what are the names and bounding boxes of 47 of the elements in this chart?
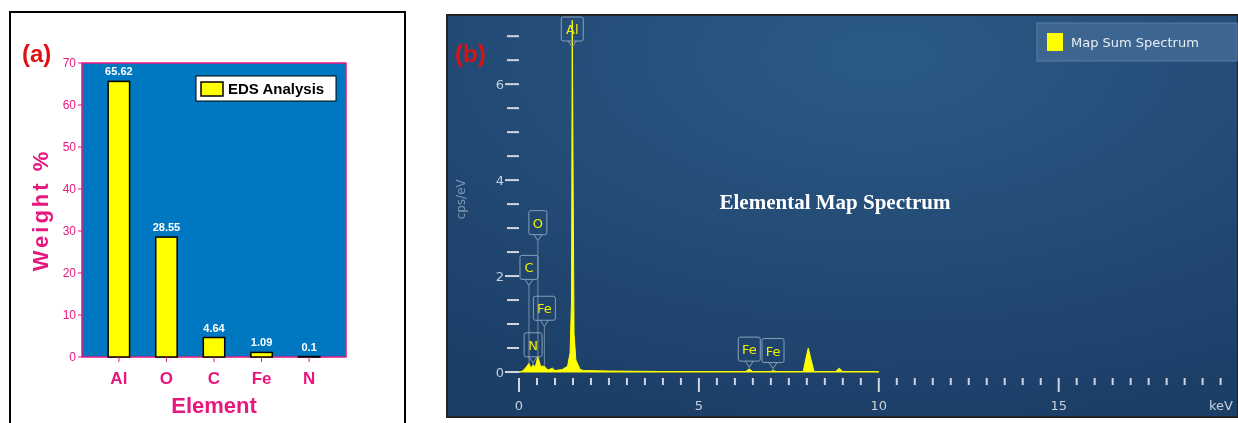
- annotation: Fe: [536, 301, 552, 317]
- y-tick-label: 60: [62, 98, 77, 112]
- peak-callout: Fe: [737, 336, 761, 370]
- x-tick-label: C: [207, 369, 221, 388]
- text: (b): [455, 40, 486, 67]
- text: Elemental Map Spectrum: [719, 189, 951, 214]
- legend-label: Map Sum Spectrum: [1071, 35, 1199, 50]
- y-tick-label: 70: [62, 56, 77, 70]
- text: (a): [22, 40, 52, 67]
- x-tick-label: N: [302, 369, 316, 388]
- legend-label: EDS Analysis: [228, 80, 325, 97]
- x-tick-label: 15: [1050, 398, 1067, 413]
- bar: [107, 80, 131, 358]
- y-tick-label: 20: [62, 266, 77, 280]
- annotation: Fe: [765, 343, 781, 359]
- annotation: N: [528, 337, 538, 353]
- bar: [154, 236, 178, 358]
- y-tick-label: 40: [62, 182, 77, 196]
- data-label: 4.64: [203, 321, 226, 334]
- y-tick-label: 6: [495, 77, 504, 93]
- annotation: Fe: [741, 342, 757, 358]
- y-tick-label: 30: [62, 224, 77, 238]
- x-axis-title: keV: [1209, 398, 1234, 413]
- x-tick-label: O: [159, 369, 174, 388]
- y-tick-label: 2: [495, 269, 504, 285]
- y-tick-label: 50: [62, 140, 77, 154]
- x-tick-label: Fe: [251, 369, 272, 388]
- x-axis-title: Element: [171, 393, 258, 418]
- y-tick-label: 0: [69, 350, 77, 364]
- data-label: 0.1: [301, 340, 317, 353]
- peak-callout: Fe: [761, 338, 785, 371]
- x-tick-label: Al: [110, 369, 128, 388]
- bar: [250, 351, 274, 358]
- y-axis-title: Weight %: [28, 148, 53, 272]
- annotation: O: [532, 215, 544, 231]
- y-tick-label: 4: [495, 173, 504, 189]
- x-tick-label: 0: [514, 398, 524, 413]
- peak-callout: N: [523, 332, 543, 366]
- bar: [202, 336, 226, 358]
- annotation: C: [524, 260, 534, 276]
- data-label: 1.09: [250, 336, 273, 349]
- x-tick-label: 10: [870, 398, 888, 413]
- data-label: 65.62: [105, 65, 133, 78]
- x-tick-label: 5: [694, 398, 704, 413]
- y-tick-label: 10: [62, 308, 77, 322]
- data-label: 28.55: [152, 221, 181, 234]
- y-axis-title: cps/eV: [454, 178, 468, 220]
